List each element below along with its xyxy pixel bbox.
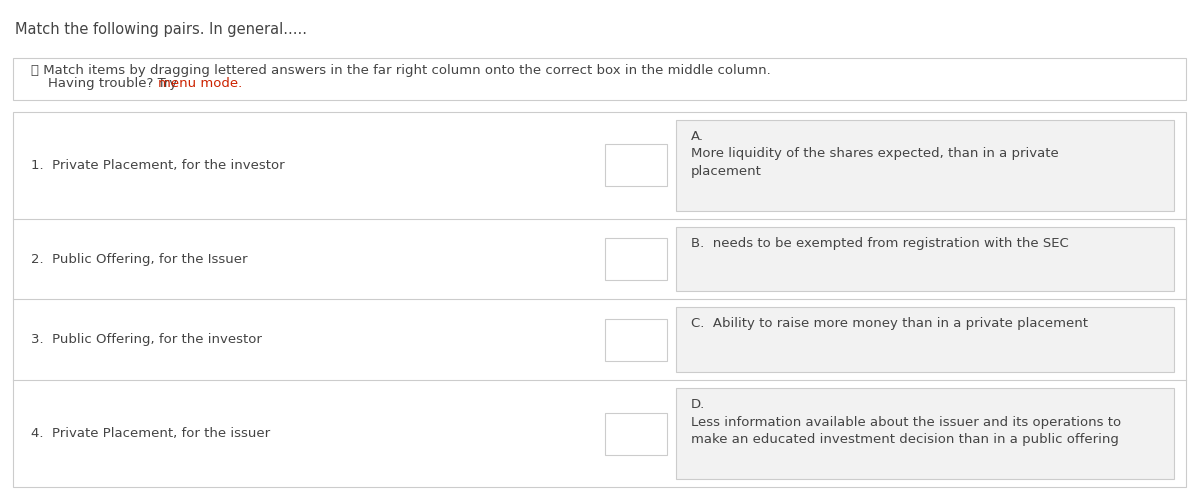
Text: Less information available about the issuer and its operations to: Less information available about the iss…	[691, 416, 1121, 429]
Text: B.  needs to be exempted from registration with the SEC: B. needs to be exempted from registratio…	[691, 237, 1068, 250]
Text: 1.  Private Placement, for the investor: 1. Private Placement, for the investor	[31, 159, 284, 172]
FancyBboxPatch shape	[676, 120, 1175, 211]
FancyBboxPatch shape	[605, 412, 667, 454]
Text: menu mode.: menu mode.	[158, 77, 242, 90]
FancyBboxPatch shape	[605, 319, 667, 361]
Text: 2.  Public Offering, for the Issuer: 2. Public Offering, for the Issuer	[31, 252, 247, 266]
Text: Having trouble? Try: Having trouble? Try	[48, 77, 181, 90]
Text: D.: D.	[691, 398, 704, 411]
FancyBboxPatch shape	[676, 227, 1175, 292]
Text: C.  Ability to raise more money than in a private placement: C. Ability to raise more money than in a…	[691, 317, 1087, 331]
FancyBboxPatch shape	[13, 112, 1186, 487]
FancyBboxPatch shape	[13, 58, 1186, 100]
Text: More liquidity of the shares expected, than in a private: More liquidity of the shares expected, t…	[691, 148, 1058, 160]
Text: 3.  Public Offering, for the investor: 3. Public Offering, for the investor	[31, 333, 262, 346]
Text: 4.  Private Placement, for the issuer: 4. Private Placement, for the issuer	[31, 427, 270, 440]
FancyBboxPatch shape	[605, 238, 667, 280]
FancyBboxPatch shape	[676, 307, 1175, 372]
FancyBboxPatch shape	[676, 388, 1175, 479]
Text: make an educated investment decision than in a public offering: make an educated investment decision tha…	[691, 433, 1118, 446]
Text: ⓘ Match items by dragging lettered answers in the far right column onto the corr: ⓘ Match items by dragging lettered answe…	[31, 64, 770, 77]
Text: A.: A.	[691, 130, 703, 143]
Text: Match the following pairs. In general.....: Match the following pairs. In general...…	[14, 22, 307, 37]
Text: placement: placement	[691, 165, 762, 178]
FancyBboxPatch shape	[605, 145, 667, 187]
